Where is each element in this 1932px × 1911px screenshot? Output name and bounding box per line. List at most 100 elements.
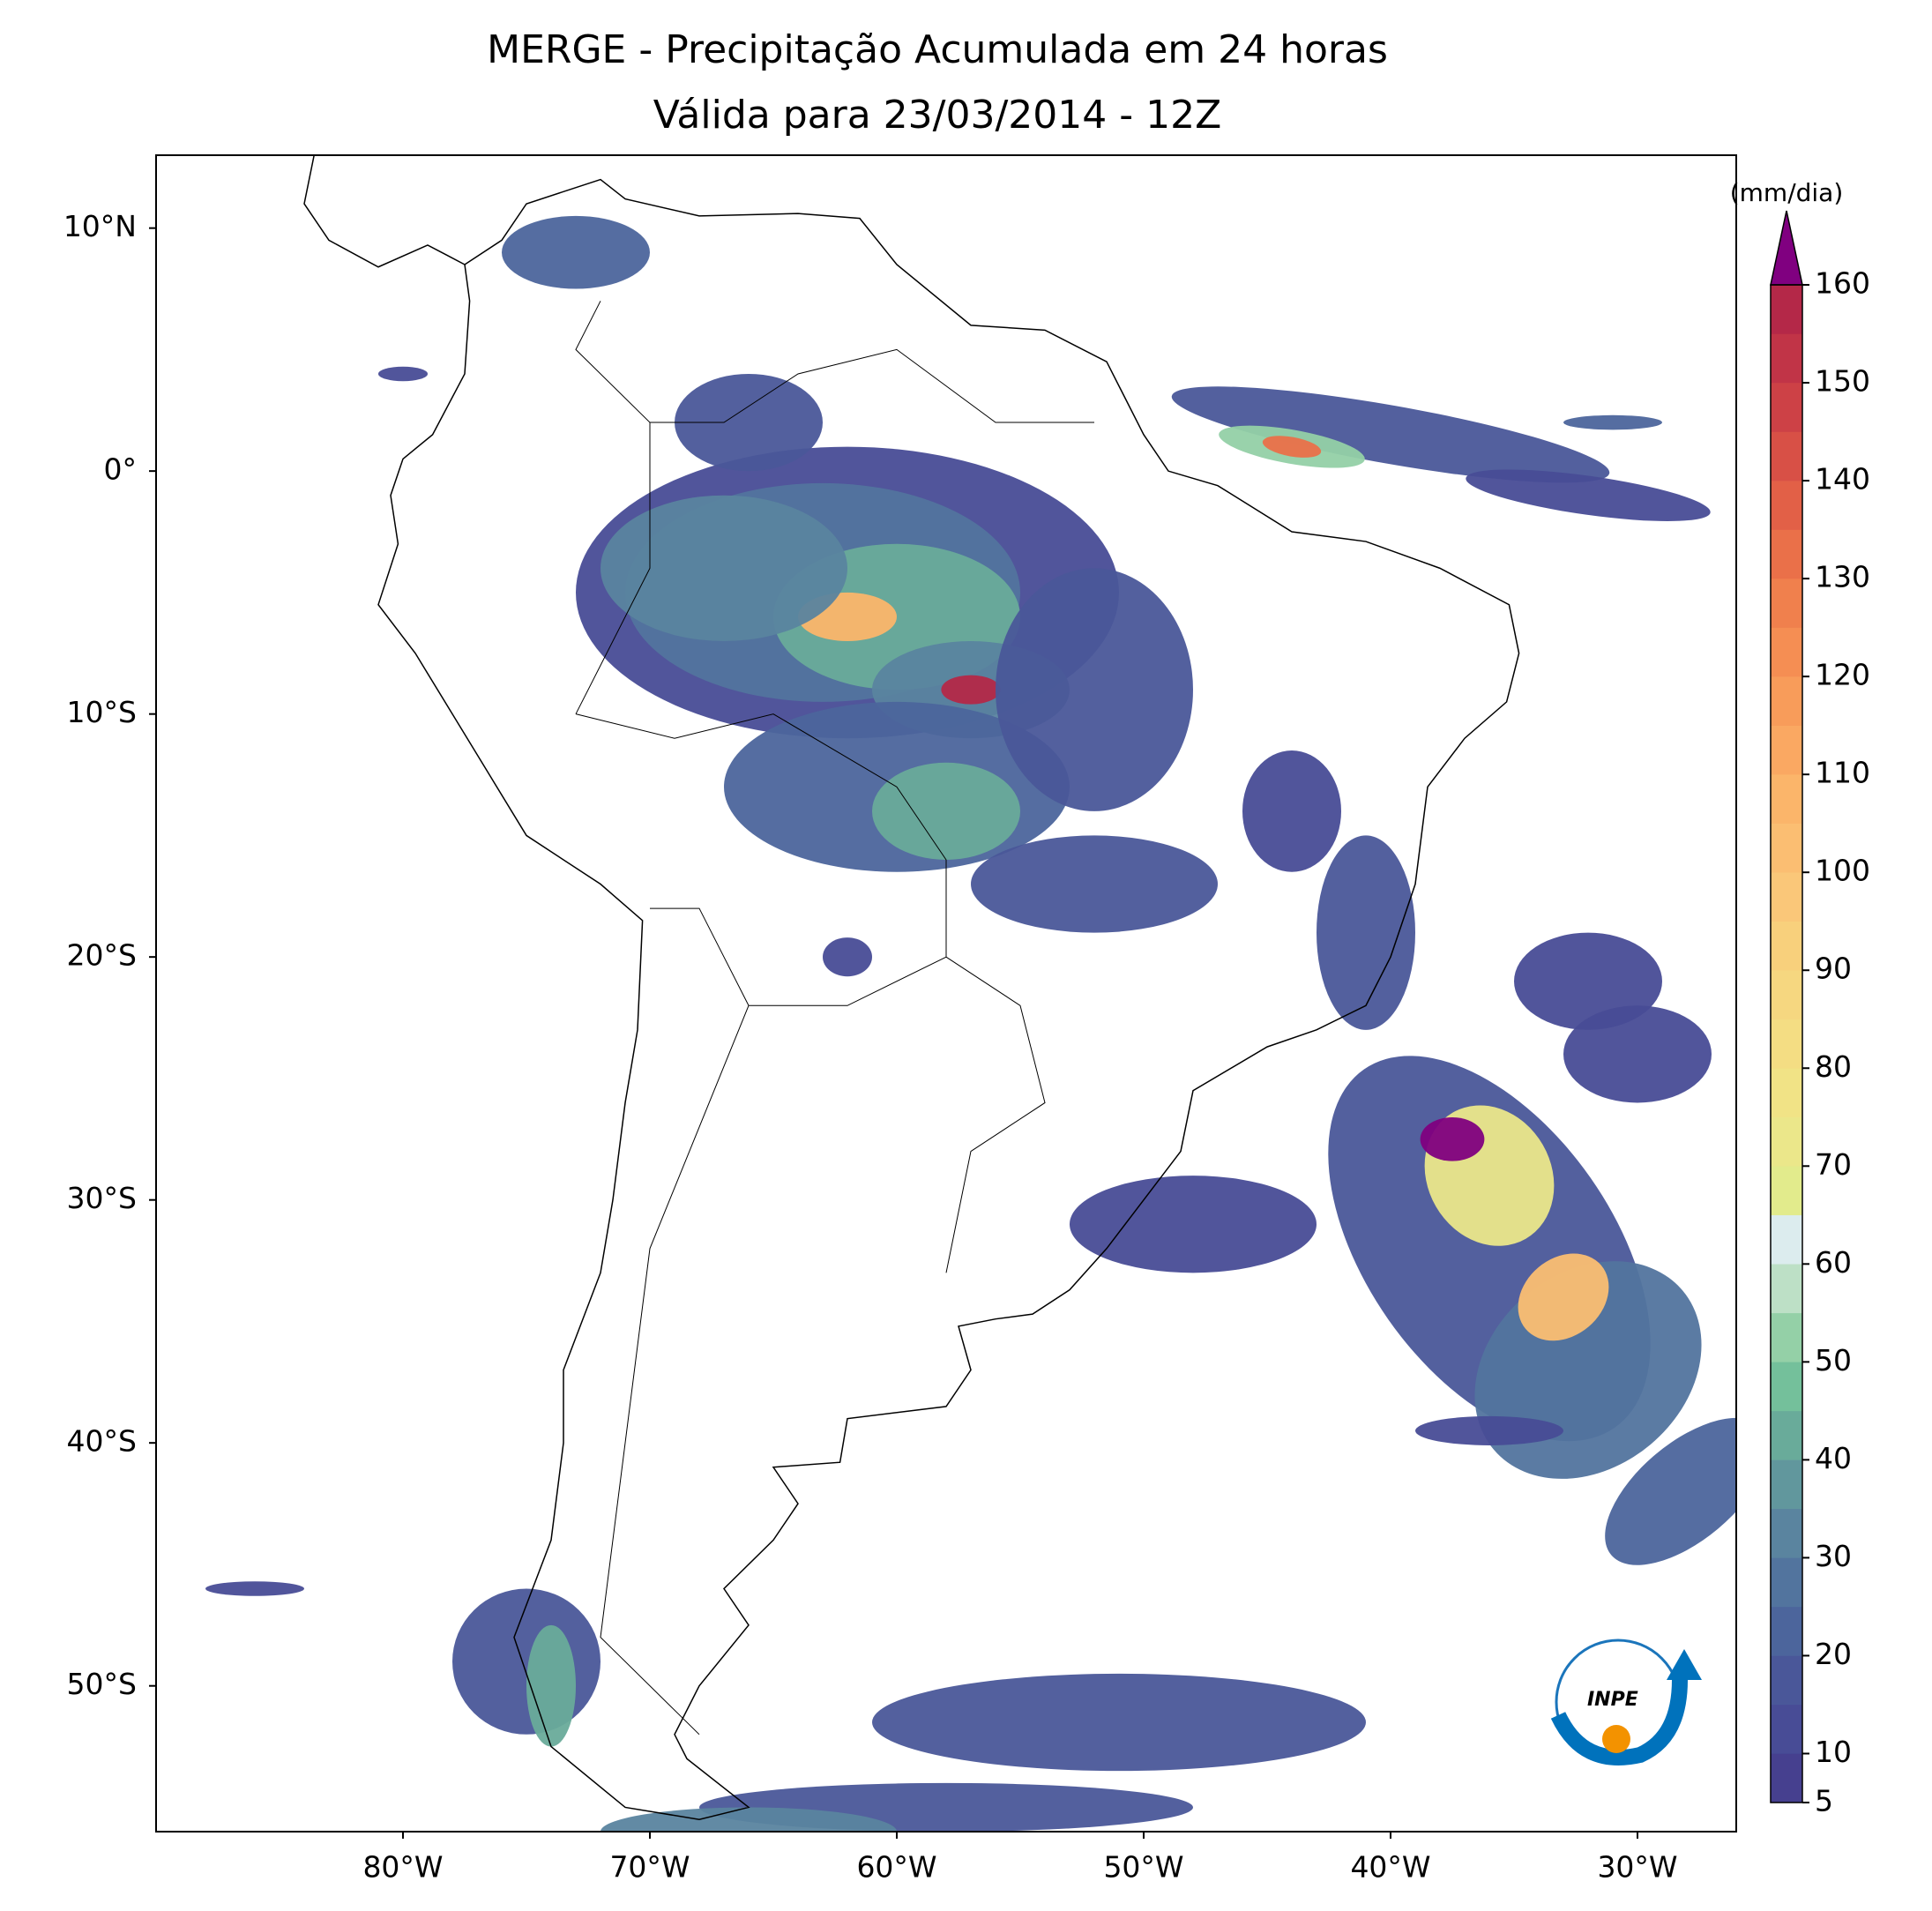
colorbar-tick-label: 70 — [1815, 1147, 1852, 1182]
colorbar-frame — [1770, 284, 1803, 1803]
colorbar-band — [1770, 480, 1803, 530]
colorbar-band — [1770, 529, 1803, 579]
y-tick-label: 30°S — [67, 1181, 137, 1215]
colorbar-band — [1770, 1019, 1803, 1069]
logo-arrow — [1550, 1679, 1688, 1765]
rain-area — [502, 215, 650, 289]
colorbar-tick-label: 140 — [1815, 462, 1870, 496]
map-area — [205, 155, 1736, 1832]
colorbar-band — [1770, 1214, 1803, 1265]
rain-area — [600, 1807, 897, 1832]
logo: INPE — [1550, 1639, 1702, 1765]
border — [575, 301, 651, 714]
x-tick-label: 80°W — [362, 1850, 443, 1885]
colorbar-tick-label: 90 — [1815, 952, 1852, 986]
colorbar-tick-label: 100 — [1815, 854, 1870, 888]
colorbar-band — [1770, 725, 1803, 775]
coastline — [377, 178, 1520, 1820]
x-tick-label: 70°W — [609, 1850, 690, 1885]
y-tick-label: 40°S — [67, 1424, 137, 1459]
colorbar-tick-label: 60 — [1815, 1245, 1852, 1280]
colorbar-band — [1770, 333, 1803, 384]
rain-area — [872, 1673, 1366, 1772]
rain-area — [1563, 414, 1662, 430]
rain-area — [996, 568, 1193, 811]
rain-area — [1420, 1117, 1485, 1161]
border — [945, 956, 1046, 1273]
colorbar-band — [1770, 1606, 1803, 1656]
colorbar-tick-label: 130 — [1815, 560, 1870, 594]
colorbar-band — [1770, 823, 1803, 873]
rain-area — [1070, 1176, 1317, 1273]
x-tick-label: 50°W — [1103, 1850, 1183, 1885]
rain-area — [452, 1588, 600, 1735]
coastline — [303, 155, 466, 268]
rain-area — [205, 1581, 304, 1596]
colorbar-band — [1770, 1166, 1803, 1216]
rain-area — [941, 675, 1001, 705]
x-tick-label: 60°W — [856, 1850, 936, 1885]
y-tick-label: 10°N — [63, 209, 137, 243]
colorbar-band — [1770, 921, 1803, 971]
colorbar-band — [1770, 1410, 1803, 1460]
colorbar-band — [1770, 1312, 1803, 1362]
colorbar-band — [1770, 1704, 1803, 1754]
rain-area — [1171, 386, 1610, 483]
rain-area — [872, 762, 1020, 860]
colorbar-band — [1770, 431, 1803, 481]
subtitle: Válida para 23/03/2014 - 12Z — [653, 93, 1222, 138]
colorbar-band — [1770, 1362, 1803, 1412]
rain-area — [1514, 932, 1662, 1030]
rain-area — [1466, 469, 1711, 521]
y-tick-label: 10°S — [67, 695, 137, 729]
y-tick-label: 20°S — [67, 938, 137, 973]
colorbar-band — [1770, 1753, 1803, 1803]
colorbar-extend — [1770, 210, 1803, 286]
rain-area — [1605, 1417, 1736, 1565]
colorbar-band — [1770, 578, 1803, 628]
colorbar-band — [1770, 676, 1803, 726]
colorbar-tick-label: 5 — [1815, 1784, 1833, 1818]
colorbar-tick-label: 50 — [1815, 1343, 1852, 1377]
colorbar-label: (mm/dia) — [1730, 178, 1844, 207]
colorbar-band — [1770, 1068, 1803, 1118]
border — [575, 713, 947, 1006]
y-tick-label: 50°S — [67, 1667, 137, 1701]
title: MERGE - Precipitação Acumulada em 24 hor… — [487, 27, 1388, 72]
map-frame — [155, 154, 1737, 1833]
logo-dot — [1602, 1725, 1630, 1753]
colorbar-tick-label: 20 — [1815, 1637, 1852, 1671]
logo-text: INPE — [1587, 1689, 1638, 1711]
rain-area — [1563, 1005, 1712, 1103]
rain-area — [1518, 1253, 1609, 1341]
rain-area — [600, 495, 847, 642]
rain-area — [971, 835, 1218, 933]
colorbar-tick-label: 160 — [1815, 266, 1870, 301]
colorbar-band — [1770, 1264, 1803, 1314]
colorbar-band — [1770, 1655, 1803, 1706]
rain-area — [1262, 436, 1322, 458]
rain-area — [675, 373, 823, 472]
rain-area — [1242, 750, 1341, 872]
colorbar-band — [1770, 1508, 1803, 1558]
x-tick-label: 30°W — [1597, 1850, 1677, 1885]
border — [600, 1005, 750, 1736]
colorbar-tick-label: 110 — [1815, 756, 1870, 790]
colorbar-band — [1770, 773, 1803, 824]
colorbar-band — [1770, 382, 1803, 432]
colorbar-tick-label: 10 — [1815, 1735, 1852, 1769]
colorbar-band — [1770, 1459, 1803, 1510]
logo-arrowhead — [1667, 1649, 1702, 1680]
colorbar-tick-label: 80 — [1815, 1049, 1852, 1084]
colorbar-tick-label: 40 — [1815, 1441, 1852, 1475]
colorbar-band — [1770, 969, 1803, 1019]
colorbar-band — [1770, 1116, 1803, 1167]
rain-area — [378, 366, 428, 382]
colorbar-band — [1770, 1557, 1803, 1608]
y-tick-label: 0° — [104, 452, 138, 487]
rain-area — [1317, 835, 1415, 1030]
rain-area — [526, 1624, 576, 1747]
rain-area — [1415, 1415, 1563, 1445]
border — [650, 348, 1094, 423]
